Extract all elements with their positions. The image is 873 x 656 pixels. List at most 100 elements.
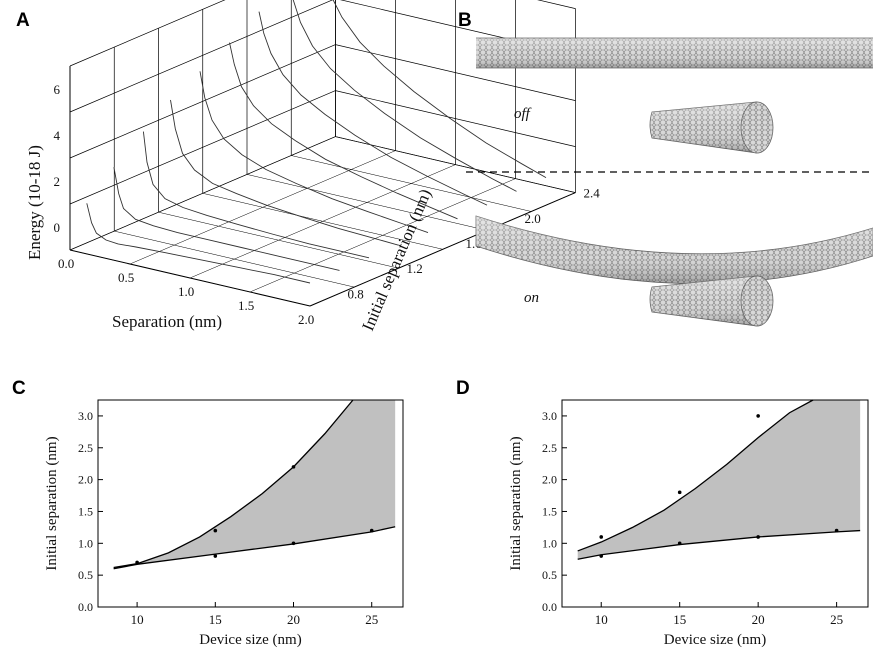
- grid-line: [335, 90, 576, 147]
- bent-nanotube: [475, 215, 873, 285]
- energy-curve-0: [86, 203, 311, 284]
- x-tick-label: 1.0: [178, 284, 194, 299]
- y-tick-label: 0.5: [78, 568, 93, 582]
- data-point: [834, 528, 839, 533]
- data-point: [756, 535, 760, 539]
- data-point: [756, 414, 760, 418]
- x-axis-label: Device size (nm): [199, 632, 301, 648]
- z-tick-label: 4: [54, 128, 61, 143]
- data-point: [369, 528, 374, 533]
- feasible-region: [113, 400, 396, 569]
- energy-curve-2: [142, 131, 370, 259]
- y-tick-label: 0.5: [542, 568, 557, 582]
- y-axis-label: Initial separation (nm): [44, 436, 60, 570]
- x-tick-label: 20: [287, 612, 300, 627]
- y-tick-label: 1.5: [78, 504, 93, 518]
- on-label: on: [524, 290, 539, 306]
- panel-b: B off on: [458, 10, 873, 327]
- panel-a-3d-grid: [69, 0, 576, 307]
- plot-frame: [561, 399, 869, 608]
- grid-line: [158, 211, 399, 269]
- y-axis-label: Initial separation (nm): [508, 436, 524, 570]
- y-tick-label: 2.5: [542, 441, 557, 455]
- y-tick-label: 3.0: [542, 409, 557, 423]
- panel-d-label: D: [456, 378, 470, 399]
- y-tick-label: 2.5: [78, 441, 93, 455]
- x-tick-label: 25: [830, 612, 843, 627]
- feasible-region: [577, 400, 861, 560]
- y-tick-label: 3.0: [78, 409, 93, 423]
- panel-c-chart: 0.0 0.5 1.0 1.5 2.0 2.5 3.0 10 15 20 25 Device size…: [44, 399, 404, 648]
- grid-line: [69, 0, 226, 67]
- grid-line: [69, 0, 334, 113]
- panel-c-label: C: [12, 378, 26, 399]
- y-tick-label: 1.5: [542, 504, 557, 518]
- x-tick-label: 1.5: [238, 298, 254, 313]
- y-tick-label: 1.0: [542, 536, 557, 550]
- data-point: [291, 465, 296, 469]
- x-axis-label: Device size (nm): [664, 632, 766, 648]
- y-tick-label: 1.0: [78, 536, 93, 550]
- lower-boundary-curve: [113, 526, 396, 570]
- energy-curve-1: [113, 167, 340, 271]
- y-tick-label: 0.8: [348, 286, 364, 301]
- grid-line: [69, 44, 336, 159]
- energy-curve-5: [229, 42, 458, 220]
- data-point: [135, 560, 139, 565]
- y-tick-label: 0.0: [542, 600, 557, 614]
- z-tick-label: 0: [54, 220, 61, 235]
- grid-line: [114, 230, 355, 288]
- lower-boundary-curve: [577, 529, 861, 560]
- grid-line: [335, 136, 576, 193]
- upper-boundary-curve: [577, 399, 814, 552]
- x-axis-line: [69, 249, 311, 307]
- panel-a-curves: [86, 0, 547, 284]
- electrode-cone-on: [649, 275, 774, 327]
- panel-d: D 0.0 0.5 1.0 1.5 2.0 2.5 3.0 10 15 20 25 Device si…: [456, 378, 869, 648]
- panel-a-z-axis-label: Energy (10-18 J): [25, 145, 44, 260]
- data-point: [599, 535, 604, 539]
- panel-b-label: B: [458, 10, 472, 31]
- panel-a-x-axis-label: Separation (nm): [112, 312, 222, 331]
- data-point: [213, 554, 218, 558]
- grid-line: [69, 90, 336, 205]
- x-tick-label: 0.5: [118, 270, 134, 285]
- energy-curve-7: [292, 0, 517, 192]
- data-point: [677, 490, 682, 495]
- y-tick-label: 2.0: [78, 473, 93, 487]
- x-tick-label: 15: [209, 612, 222, 627]
- energy-curve-8: [332, 0, 547, 178]
- z-tick-label: 2: [54, 174, 61, 189]
- y-tick-label: 0.0: [78, 600, 93, 614]
- panel-a-label: A: [16, 10, 30, 31]
- data-point: [677, 541, 682, 546]
- y-axis-line: [309, 192, 576, 307]
- panel-c: C 0.0 0.5 1.0 1.5 2.0 2.5 3.0 10 15 20 25 Device si…: [12, 378, 404, 648]
- upper-boundary-curve: [113, 399, 354, 569]
- energy-curve-4: [199, 71, 429, 234]
- x-tick-label: 15: [673, 612, 686, 627]
- straight-nanotube: [476, 37, 873, 69]
- panel-a-y-axis-label: Initial separation (nm): [358, 186, 435, 333]
- grid-line: [246, 174, 488, 231]
- y-tick-label: 2.0: [542, 473, 557, 487]
- energy-curve-6: [258, 11, 488, 206]
- panel-d-chart: 0.0 0.5 1.0 1.5 2.0 2.5 3.0 10 15 20 25 Device size…: [508, 399, 869, 648]
- x-tick-label: 0.0: [58, 256, 74, 271]
- electrode-cone-off: [649, 101, 774, 154]
- y-tick-label: 1.2: [407, 261, 423, 276]
- x-tick-label: 10: [131, 612, 144, 627]
- data-point: [291, 541, 296, 546]
- plot-frame: [97, 399, 404, 608]
- y-tick-label: 2.0: [525, 211, 541, 226]
- grid-line: [202, 193, 443, 250]
- data-point: [599, 554, 604, 558]
- energy-curve-3: [170, 99, 399, 246]
- data-point: [213, 528, 218, 533]
- off-label: off: [514, 106, 532, 122]
- y-tick-label: 2.4: [584, 186, 601, 201]
- z-tick-label: 6: [54, 82, 61, 97]
- x-tick-label: 2.0: [298, 312, 314, 327]
- grid-line: [335, 44, 576, 101]
